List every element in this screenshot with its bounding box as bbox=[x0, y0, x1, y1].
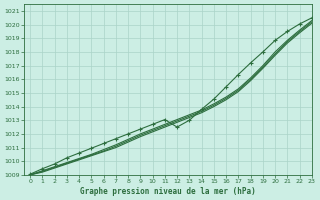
X-axis label: Graphe pression niveau de la mer (hPa): Graphe pression niveau de la mer (hPa) bbox=[80, 187, 256, 196]
